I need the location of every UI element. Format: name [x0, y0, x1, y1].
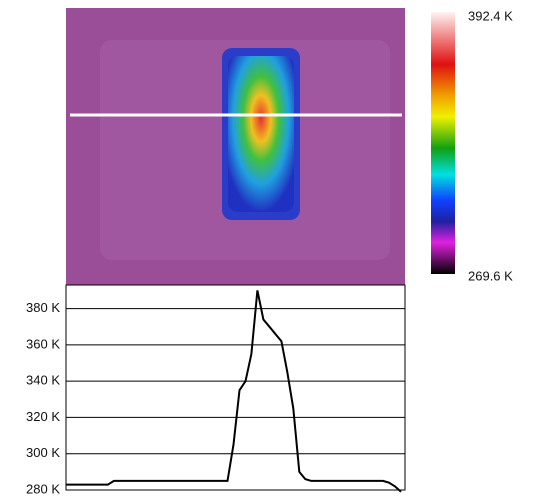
y-tick-label: 360 K — [26, 336, 60, 351]
plot-frame — [65, 284, 406, 491]
profile-chart: 280 K 300 K 320 K 340 K 360 K 380 K — [26, 290, 405, 496]
y-tick-label: 340 K — [26, 373, 60, 388]
y-tick-label: 380 K — [26, 300, 60, 315]
profile-line — [66, 290, 402, 493]
y-tick-label: 280 K — [26, 481, 60, 496]
thermal-image — [66, 8, 405, 285]
colorbar-max: 392.4 K — [468, 8, 513, 23]
colorbar-min: 269.6 K — [468, 268, 513, 283]
y-tick-label: 320 K — [26, 409, 60, 424]
colorbar — [431, 12, 455, 274]
y-tick-label: 300 K — [26, 445, 60, 460]
